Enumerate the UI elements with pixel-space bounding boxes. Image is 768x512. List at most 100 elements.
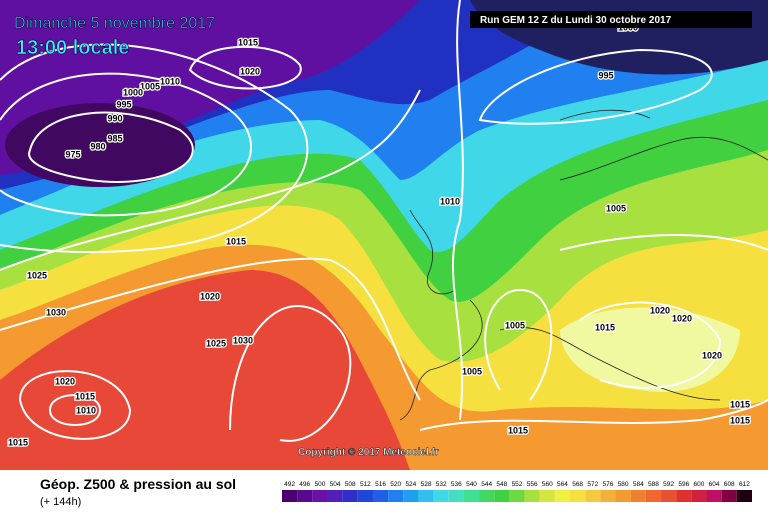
legend-swatch xyxy=(479,490,495,502)
legend-swatch xyxy=(615,490,631,502)
map-time: 13:00 locale xyxy=(16,37,129,59)
isobar-label: 1015 xyxy=(226,236,246,246)
legend-swatch xyxy=(554,490,571,502)
legend-value: 584 xyxy=(633,481,644,488)
legend-value: 520 xyxy=(390,481,401,488)
legend-swatch xyxy=(706,490,722,502)
legend-value: 532 xyxy=(436,481,447,488)
copyright: Copyright © 2017 Meteociel.fr xyxy=(298,447,439,458)
legend-swatch xyxy=(388,490,404,502)
isobar-label: 1020 xyxy=(672,313,692,323)
legend-swatch xyxy=(312,490,328,502)
isobar-label: 1020 xyxy=(240,66,260,76)
isobar-label: 1005 xyxy=(462,366,482,376)
legend-value: 544 xyxy=(481,481,492,488)
isobar-label: 1020 xyxy=(55,376,75,386)
legend-value: 568 xyxy=(572,481,583,488)
legend-value: 540 xyxy=(466,481,477,488)
legend-swatch xyxy=(342,490,358,502)
legend-swatch xyxy=(494,490,510,502)
isobar-labels: 1015 1020 1010 1005 1000 995 990 985 980… xyxy=(7,21,752,449)
legend-swatch xyxy=(570,490,586,502)
legend-swatch xyxy=(463,490,480,502)
run-box xyxy=(470,11,752,28)
legend-value: 504 xyxy=(330,481,341,488)
legend-swatch xyxy=(524,490,540,502)
legend-value: 592 xyxy=(663,481,674,488)
legend-value: 516 xyxy=(375,481,386,488)
legend-value: 612 xyxy=(739,481,750,488)
legend-swatch xyxy=(661,490,677,502)
legend-swatch xyxy=(433,490,449,502)
legend-swatch xyxy=(585,490,601,502)
legend-swatch xyxy=(630,490,646,502)
map-date: Dimanche 5 novembre 2017 xyxy=(14,15,215,32)
legend-value: 608 xyxy=(724,481,735,488)
isobar-label: 990 xyxy=(107,113,122,123)
isobar-label: 1010 xyxy=(76,405,96,415)
field xyxy=(0,0,768,470)
legend-value: 564 xyxy=(557,481,568,488)
legend-value: 508 xyxy=(345,481,356,488)
legend-value: 576 xyxy=(603,481,614,488)
legend-swatch xyxy=(736,490,752,502)
isobar-label: 1005 xyxy=(505,320,525,330)
isobar-label: 1015 xyxy=(730,399,750,409)
legend-value: 552 xyxy=(512,481,523,488)
footer-lead: (+ 144h) xyxy=(40,496,81,508)
legend-swatch xyxy=(676,490,692,502)
isobar-label: 1020 xyxy=(702,350,722,360)
legend-swatch xyxy=(448,490,464,502)
legend-value: 596 xyxy=(678,481,689,488)
legend-swatch xyxy=(539,490,555,502)
legend-swatch xyxy=(721,490,737,502)
isobar-label: 995 xyxy=(116,99,131,109)
legend-swatch xyxy=(327,490,343,502)
legend-value: 524 xyxy=(405,481,416,488)
legend-swatch xyxy=(297,490,313,502)
isobar-label: 1015 xyxy=(508,425,528,435)
isobar-label: 1030 xyxy=(46,307,66,317)
legend-swatch xyxy=(600,490,616,502)
isobar-label: 1025 xyxy=(27,270,47,280)
legend-value: 512 xyxy=(360,481,371,488)
legend-value: 588 xyxy=(648,481,659,488)
legend-value: 604 xyxy=(709,481,720,488)
footer-title: Géop. Z500 & pression au sol xyxy=(40,476,236,492)
isobar-label: 1025 xyxy=(206,338,226,348)
legend-swatch xyxy=(282,490,298,502)
legend-swatch xyxy=(691,490,707,502)
legend-value: 600 xyxy=(694,481,705,488)
isobar-label: 975 xyxy=(65,149,80,159)
legend-swatch xyxy=(357,490,373,502)
legend-swatch xyxy=(372,490,389,502)
isobar-label: 995 xyxy=(598,70,613,80)
run-label: Run GEM 12 Z du Lundi 30 octobre 2017 xyxy=(480,15,672,26)
isobar-label: 1015 xyxy=(595,322,615,332)
legend-value: 500 xyxy=(314,481,325,488)
legend-swatch xyxy=(418,490,434,502)
isobars xyxy=(0,0,768,442)
legend-swatch xyxy=(509,490,525,502)
legend-swatch xyxy=(403,490,419,502)
legend-value: 548 xyxy=(496,481,507,488)
legend: 492 496 500 504 508 512 516 520 524 528 532 536 540 5… xyxy=(282,481,752,502)
legend-value: 556 xyxy=(527,481,538,488)
legend-value: 528 xyxy=(421,481,432,488)
isobar-label: 1005 xyxy=(140,81,160,91)
isobar-label: 1015 xyxy=(8,437,28,447)
isobar-label: 1015 xyxy=(75,391,95,401)
legend-value: 496 xyxy=(299,481,310,488)
legend-value: 580 xyxy=(618,481,629,488)
isobar-label: 1010 xyxy=(160,76,180,86)
legend-value: 492 xyxy=(284,481,295,488)
isobar-label: 1015 xyxy=(238,37,258,47)
legend-value: 560 xyxy=(542,481,553,488)
isobar-label: 1020 xyxy=(200,291,220,301)
isobar-label: 1015 xyxy=(730,415,750,425)
isobar-label: 1020 xyxy=(650,305,670,315)
coastlines xyxy=(399,109,768,421)
legend-value: 536 xyxy=(451,481,462,488)
legend-swatch xyxy=(645,490,662,502)
